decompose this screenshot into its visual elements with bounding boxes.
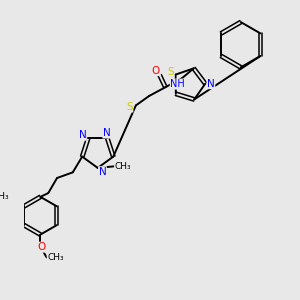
Text: N: N	[103, 128, 111, 138]
Text: N: N	[99, 167, 106, 177]
Text: S: S	[126, 102, 133, 112]
Text: CH₃: CH₃	[0, 192, 9, 201]
Text: NH: NH	[170, 79, 185, 89]
Text: CH₃: CH₃	[115, 162, 131, 171]
Text: S: S	[167, 67, 174, 77]
Text: O: O	[152, 66, 160, 76]
Text: N: N	[207, 79, 215, 89]
Text: CH₃: CH₃	[47, 253, 64, 262]
Text: N: N	[79, 130, 86, 140]
Text: O: O	[37, 242, 46, 252]
